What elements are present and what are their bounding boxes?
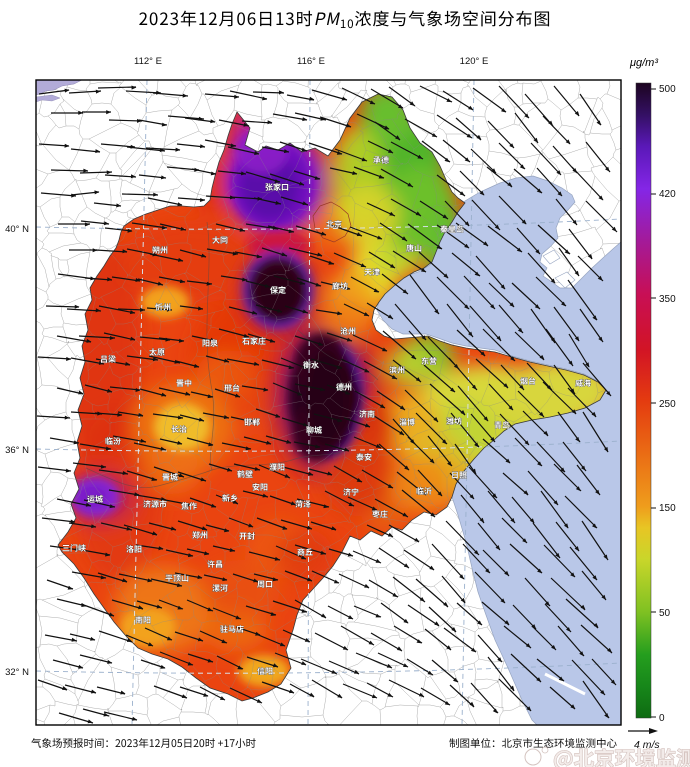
svg-text:350: 350 — [659, 294, 676, 305]
svg-text:112° E: 112° E — [134, 56, 162, 67]
svg-text:40° N: 40° N — [5, 224, 29, 235]
svg-text:120° E: 120° E — [460, 56, 489, 67]
svg-text:0: 0 — [659, 713, 665, 724]
svg-text:500: 500 — [659, 84, 676, 95]
svg-text:150: 150 — [659, 503, 676, 514]
svg-text:116° E: 116° E — [297, 56, 325, 67]
svg-text:50: 50 — [659, 608, 671, 619]
svg-text:36° N: 36° N — [5, 445, 29, 456]
svg-text:420: 420 — [659, 189, 676, 200]
svg-text:32° N: 32° N — [5, 667, 29, 678]
svg-text:μg/m³: μg/m³ — [629, 57, 658, 69]
svg-text:4 m/s: 4 m/s — [634, 739, 660, 751]
svg-text:250: 250 — [659, 399, 676, 410]
